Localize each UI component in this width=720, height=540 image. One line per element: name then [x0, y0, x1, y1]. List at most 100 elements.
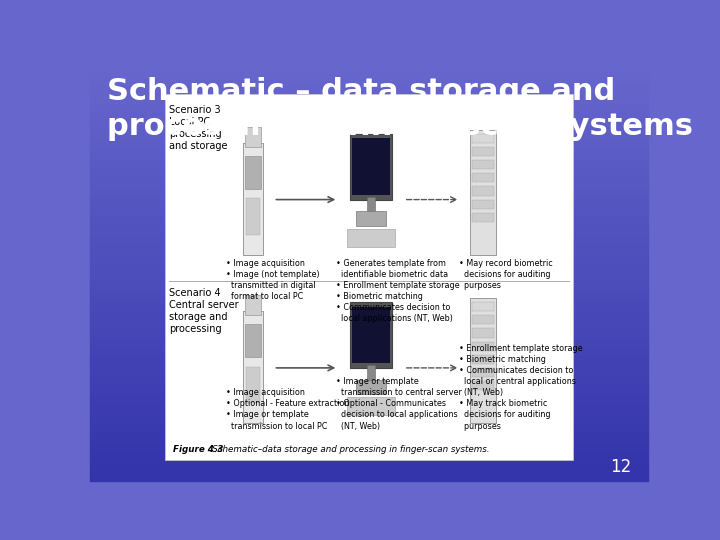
Bar	[90, 252, 648, 259]
Bar	[90, 224, 648, 231]
Bar	[90, 314, 648, 321]
Bar	[90, 383, 648, 390]
Bar	[472, 186, 494, 195]
Bar	[90, 168, 648, 176]
Bar	[90, 65, 648, 72]
Bar	[472, 302, 494, 311]
Text: • Enrollment template storage
• Biometric matching
• Communicates decision to
  : • Enrollment template storage • Biometri…	[459, 344, 582, 430]
Bar	[90, 72, 648, 79]
Bar	[246, 367, 260, 403]
Bar	[90, 307, 648, 314]
Bar	[366, 197, 375, 213]
Bar	[90, 211, 648, 217]
Bar	[90, 377, 648, 383]
Bar	[472, 328, 494, 338]
Bar	[90, 397, 648, 404]
Bar	[90, 294, 648, 300]
Bar	[90, 335, 648, 342]
Bar	[166, 94, 572, 460]
Text: Scenario 3
Local PC
processing
and storage: Scenario 3 Local PC processing and stora…	[169, 105, 228, 151]
Text: Figure 4.3: Figure 4.3	[174, 446, 224, 454]
Bar	[470, 298, 496, 423]
Bar	[90, 190, 648, 197]
Bar	[90, 356, 648, 363]
Bar	[90, 439, 648, 446]
Bar	[90, 425, 648, 432]
Bar	[352, 138, 390, 195]
Bar	[90, 370, 648, 377]
Bar	[90, 141, 648, 148]
Bar	[472, 315, 494, 325]
Bar	[90, 404, 648, 411]
Bar	[90, 148, 648, 155]
Bar	[90, 363, 648, 370]
Bar	[90, 266, 648, 273]
Text: 12: 12	[610, 458, 631, 476]
Bar	[90, 446, 648, 453]
Bar	[243, 311, 263, 423]
Bar	[90, 418, 648, 425]
Bar	[245, 127, 261, 147]
Bar	[346, 397, 395, 415]
Bar	[90, 92, 648, 99]
Bar	[472, 147, 494, 156]
Bar	[90, 273, 648, 280]
Bar	[472, 134, 494, 143]
Bar	[472, 341, 494, 351]
Bar	[90, 467, 648, 474]
Bar	[90, 113, 648, 120]
Bar	[90, 280, 648, 287]
Bar	[472, 368, 494, 377]
Bar	[90, 106, 648, 113]
Bar	[245, 156, 261, 189]
Bar	[90, 321, 648, 328]
Bar	[246, 198, 260, 235]
Bar	[90, 411, 648, 418]
Bar	[470, 130, 496, 255]
Bar	[90, 127, 648, 134]
Bar	[90, 155, 648, 162]
Text: Schematic–data storage and processing in finger-scan systems.: Schematic–data storage and processing in…	[204, 446, 490, 454]
Bar	[90, 217, 648, 224]
Bar	[90, 162, 648, 168]
Bar	[245, 295, 261, 315]
Bar	[472, 200, 494, 209]
Bar	[243, 143, 263, 255]
Bar	[90, 99, 648, 106]
Bar	[90, 390, 648, 397]
Bar	[352, 307, 390, 363]
Bar	[346, 228, 395, 247]
Bar	[366, 365, 375, 381]
Text: Scenario 4
Central server
storage and
processing: Scenario 4 Central server storage and pr…	[169, 288, 239, 334]
Bar	[356, 380, 387, 394]
Bar	[90, 238, 648, 245]
Text: • Image or template
  transmission to central server
• Optional - Communicates
 : • Image or template transmission to cent…	[336, 377, 462, 430]
Bar	[90, 300, 648, 307]
Bar	[90, 197, 648, 204]
Bar	[90, 287, 648, 294]
Bar	[90, 183, 648, 190]
Bar	[90, 259, 648, 266]
Bar	[90, 349, 648, 356]
Text: • May record biometric
  decisions for auditing
  purposes: • May record biometric decisions for aud…	[459, 259, 552, 290]
Bar	[90, 432, 648, 439]
Bar	[90, 176, 648, 183]
Bar	[90, 79, 648, 85]
Bar	[472, 355, 494, 364]
Bar	[90, 245, 648, 252]
Bar	[472, 160, 494, 169]
Text: • Generates template from
  identifiable biometric data
• Enrollment template st: • Generates template from identifiable b…	[336, 259, 460, 323]
Bar	[350, 302, 392, 368]
Bar	[90, 231, 648, 238]
Bar	[472, 213, 494, 222]
Bar	[245, 325, 261, 357]
Bar	[90, 85, 648, 92]
Text: • Image acquisition
• Optional - Feature extraction
• Image or template
  transm: • Image acquisition • Optional - Feature…	[226, 388, 350, 430]
Bar	[90, 204, 648, 210]
Bar	[90, 120, 648, 127]
Bar	[90, 342, 648, 349]
Bar	[90, 328, 648, 335]
Text: • Image acquisition
• Image (not template)
  transmitted in digital
  format to : • Image acquisition • Image (not templat…	[226, 259, 320, 301]
Bar	[472, 381, 494, 390]
Bar	[472, 173, 494, 183]
